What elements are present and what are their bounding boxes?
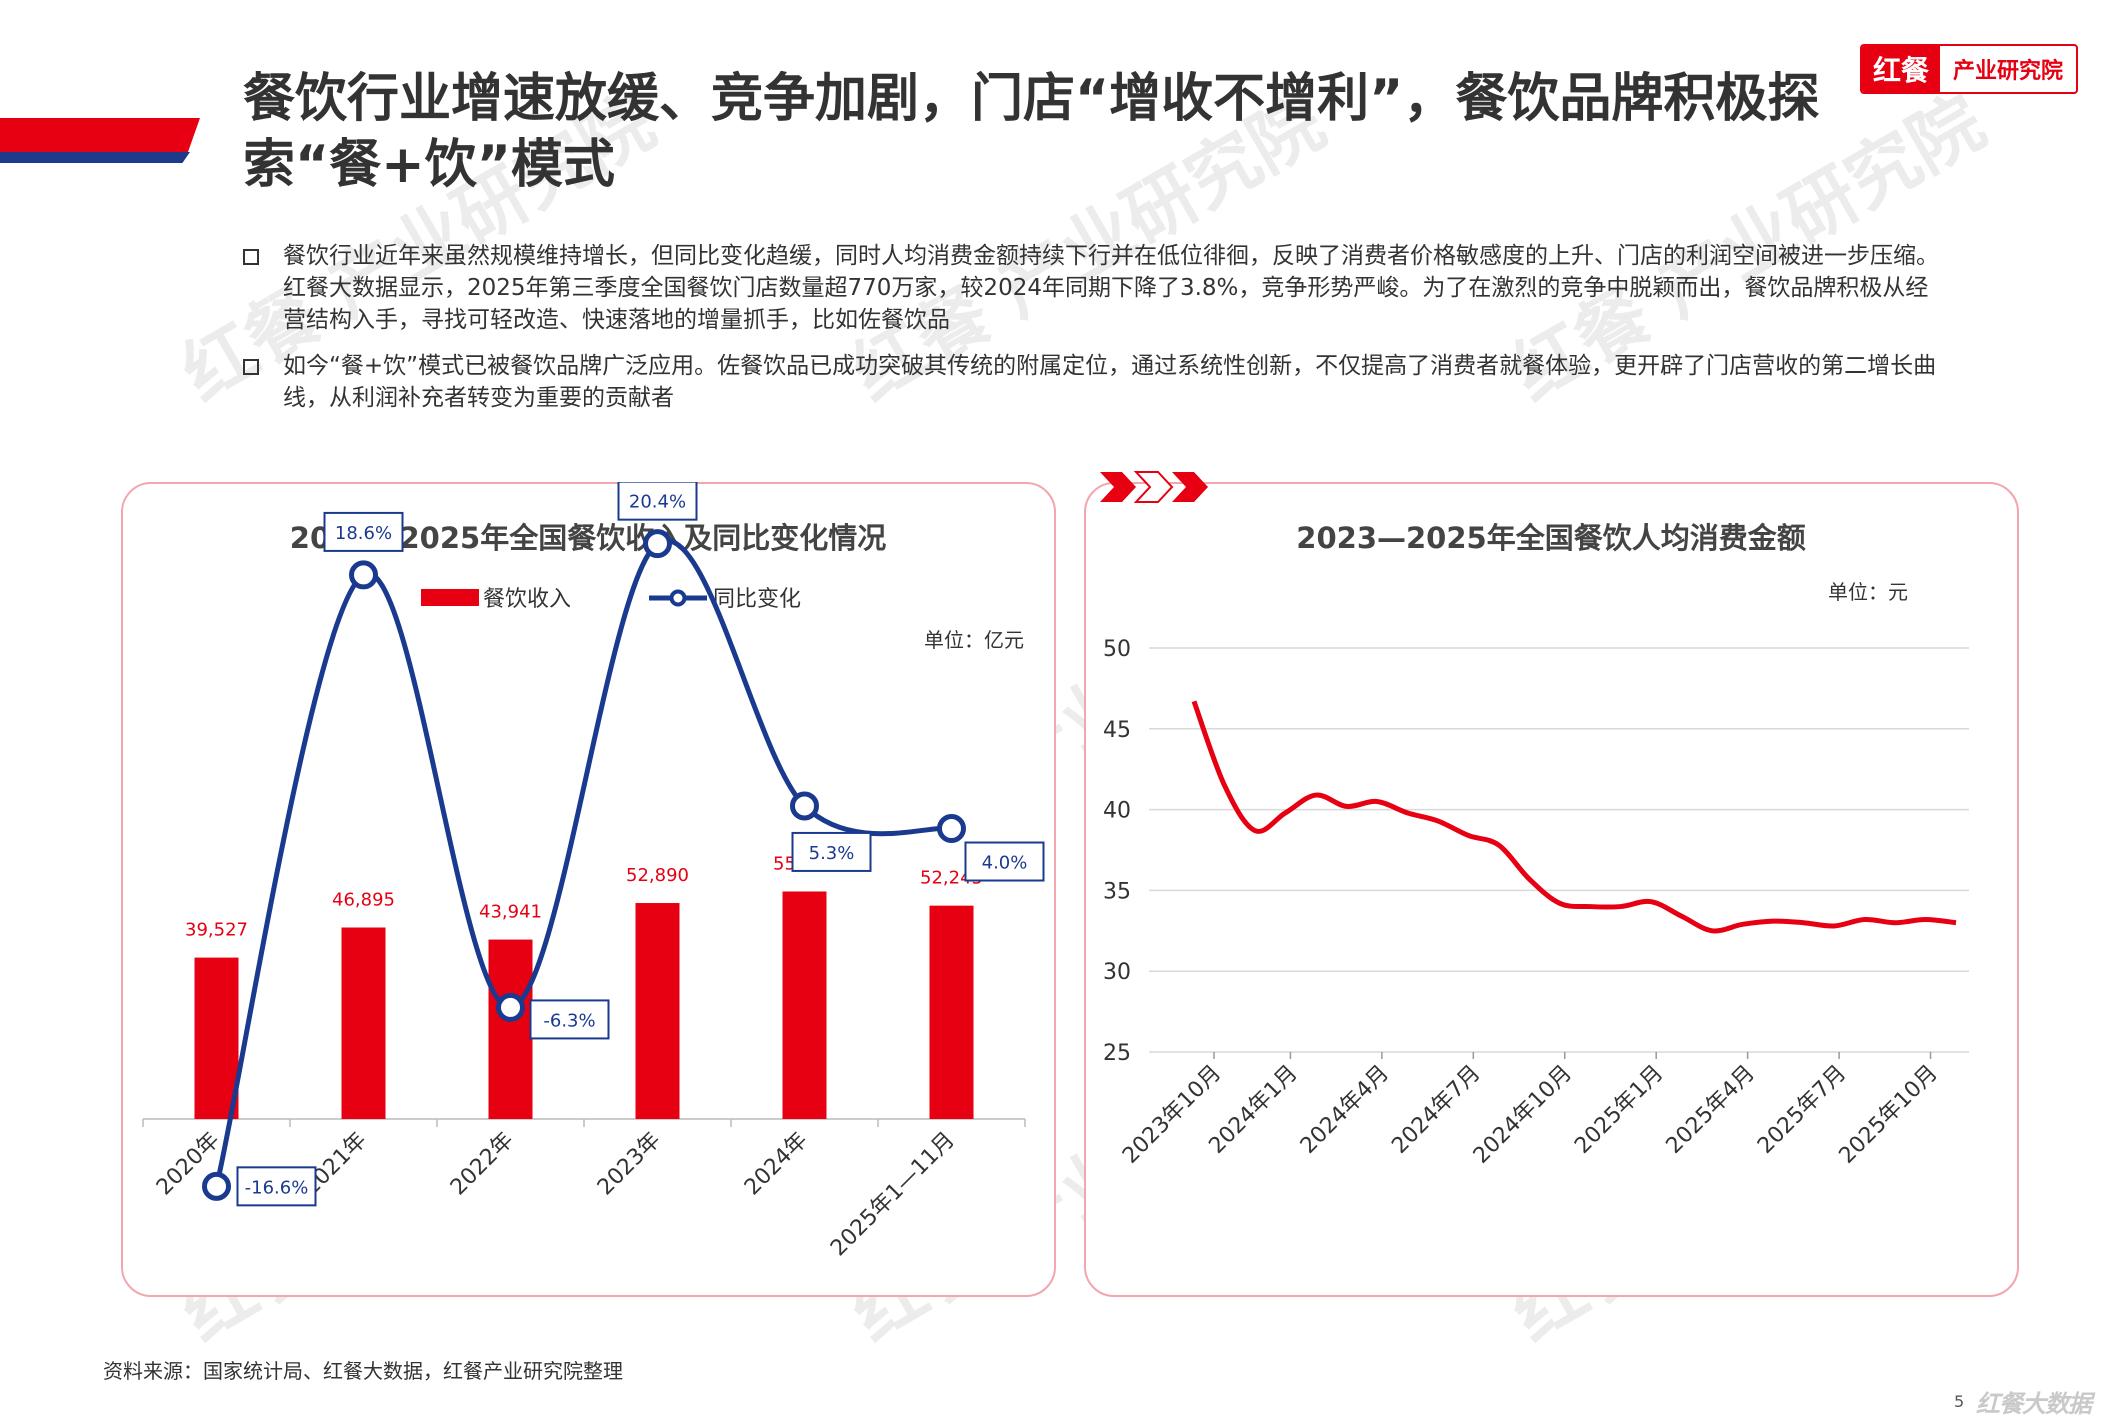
y-tick-label: 40 <box>1103 799 1131 824</box>
yoy-value-label: -6.3% <box>543 1010 595 1031</box>
yoy-marker <box>202 1171 231 1201</box>
bar-value-label: 39,527 <box>185 920 248 941</box>
legend-bar-swatch <box>421 589 479 606</box>
bar <box>635 903 680 1119</box>
yoy-label-box <box>236 1166 317 1207</box>
legend-label-yoy: 同比变化 <box>713 587 801 612</box>
brand-mark: 红餐 <box>1862 46 1940 92</box>
yoy-label-box <box>323 511 404 552</box>
yoy-label-box <box>529 999 610 1040</box>
x-tick-label: 2024年7月 <box>1387 1061 1485 1159</box>
x-tick-label: 2024年4月 <box>1296 1061 1394 1159</box>
yoy-marker <box>496 992 525 1022</box>
yoy-marker <box>643 529 672 559</box>
y-tick-label: 35 <box>1103 879 1131 904</box>
bullet-text: 如今“餐+饮”模式已被餐饮品牌广泛应用。佐餐饮品已成功突破其传统的附属定位，通过… <box>283 353 1937 411</box>
yoy-value-label: 5.3% <box>809 843 855 864</box>
y-tick-label: 45 <box>1103 718 1131 743</box>
yoy-marker <box>349 560 378 590</box>
x-tick-label: 2025年10月 <box>1835 1061 1943 1169</box>
x-tick-label: 2024年 <box>740 1128 813 1201</box>
bar <box>488 939 533 1119</box>
bullet-item: 如今“餐+饮”模式已被餐饮品牌广泛应用。佐餐饮品已成功突破其传统的附属定位，通过… <box>243 350 1943 414</box>
bar-value-label: 52,890 <box>626 865 689 886</box>
footer-logo: 红餐大数据 <box>1976 1390 2092 1418</box>
square-bullet-icon <box>243 359 259 375</box>
x-tick-label: 2022年 <box>446 1128 519 1201</box>
bar-value-label: 46,895 <box>332 890 395 911</box>
x-tick-label: 2025年1—11月 <box>826 1128 960 1262</box>
per-capita-line <box>1191 700 1957 934</box>
legend-label-income: 餐饮收入 <box>483 587 571 612</box>
brand-text: 产业研究院 <box>1952 59 2063 84</box>
yoy-line <box>214 538 952 1187</box>
legend-line-marker <box>669 589 687 607</box>
yoy-value-label: 20.4% <box>629 492 686 513</box>
x-tick-label: 2025年4月 <box>1662 1061 1760 1159</box>
yoy-value-label: -16.6% <box>245 1177 309 1198</box>
income-chart: 2020—2025年全国餐饮收入及同比变化情况 餐饮收入 同比变化 单位：亿元 … <box>142 482 1045 1262</box>
per-capita-chart-panel <box>1084 482 2019 1297</box>
chevron-arrows-icon <box>1100 471 1208 503</box>
yoy-label-box <box>964 841 1045 882</box>
bar <box>782 891 827 1119</box>
unit-label: 单位：亿元 <box>924 628 1024 652</box>
yoy-value-label: 4.0% <box>982 853 1028 874</box>
yoy-label-box <box>617 482 698 521</box>
bullet-item: 餐饮行业近年来虽然规模维持增长，但同比变化趋缓，同时人均消费金额持续下行并在低位… <box>243 240 1943 336</box>
brand-logo: 红餐 产业研究院 <box>1860 44 2078 94</box>
per-capita-chart: 2023—2025年全国餐饮人均消费金额 单位：元 25 30 35 40 45 50 20… <box>1103 521 1969 1169</box>
bullet-list: 餐饮行业近年来虽然规模维持增长，但同比变化趋缓，同时人均消费金额持续下行并在低位… <box>243 240 1943 428</box>
income-chart-panel <box>121 482 1056 1297</box>
x-tick-label: 2025年1月 <box>1570 1061 1668 1159</box>
bar-value-label: 43,941 <box>479 902 542 923</box>
page-title: 餐饮行业增速放缓、竞争加剧，门店“增收不增利”，餐饮品牌积极探索“餐+饮”模式 <box>243 69 1820 195</box>
source-note: 资料来源：国家统计局、红餐大数据，红餐产业研究院整理 <box>103 1359 623 1383</box>
yoy-label-box <box>791 831 872 872</box>
page-number: 5 <box>1954 1392 1965 1411</box>
header-stripe-red <box>0 118 200 152</box>
x-tick-label: 2023年 <box>593 1128 666 1201</box>
x-tick-label: 2025年7月 <box>1753 1061 1851 1159</box>
bar <box>929 905 974 1119</box>
yoy-marker <box>790 791 819 821</box>
unit-label: 单位：元 <box>1828 580 1908 604</box>
square-bullet-icon <box>243 249 259 265</box>
x-tick-label: 2024年10月 <box>1469 1061 1577 1169</box>
chart-title: 2023—2025年全国餐饮人均消费金额 <box>1296 521 1805 555</box>
bullet-text: 餐饮行业近年来虽然规模维持增长，但同比变化趋缓，同时人均消费金额持续下行并在低位… <box>283 243 1939 333</box>
y-tick-label: 30 <box>1103 960 1131 985</box>
bar <box>341 927 386 1119</box>
y-tick-label: 25 <box>1103 1041 1131 1066</box>
bar <box>194 957 239 1119</box>
header-stripe-blue <box>0 152 190 163</box>
yoy-value-label: 18.6% <box>335 523 392 544</box>
yoy-marker <box>937 814 966 844</box>
y-tick-label: 50 <box>1103 637 1131 662</box>
x-tick-label: 2023年10月 <box>1118 1061 1226 1169</box>
